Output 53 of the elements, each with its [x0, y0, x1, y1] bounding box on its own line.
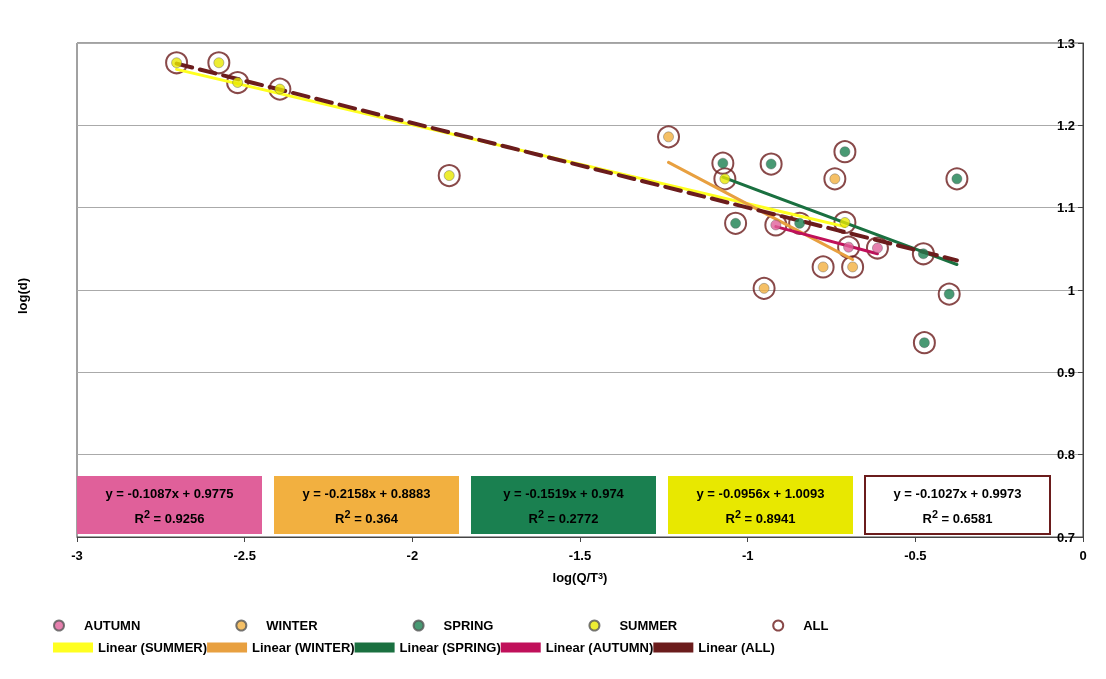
y-tick-label: 0.9	[1056, 364, 1075, 380]
point	[911, 242, 935, 266]
legend-label: AUTUMN	[84, 618, 141, 633]
point	[937, 282, 961, 306]
point	[437, 164, 461, 188]
y-tick-label: 1	[1067, 282, 1075, 298]
x-tick-label: -2.5	[233, 548, 256, 563]
point	[833, 140, 857, 164]
point	[837, 235, 861, 259]
legend-label: WINTER	[266, 618, 319, 633]
point	[764, 213, 788, 237]
x-tick-label: -0.5	[904, 548, 927, 563]
point	[165, 51, 189, 75]
annotation: y = -0.1519x + 0.974 R$^{2}$ = 0.2772	[502, 485, 625, 529]
point	[711, 151, 735, 175]
x-tick-label: -3	[71, 548, 83, 563]
x-tick-label: -2	[406, 548, 419, 563]
legend-label: Linear (ALL)	[698, 640, 775, 655]
point	[811, 255, 835, 279]
legend-label: Linear (SUMMER)	[98, 640, 208, 655]
y-tick-label: 0.8	[1056, 447, 1075, 463]
x-tick-label: -1	[741, 548, 754, 563]
point	[207, 51, 231, 75]
point	[752, 276, 776, 300]
point	[788, 211, 812, 235]
point	[268, 77, 292, 101]
point	[713, 167, 737, 191]
y-tick-label: 1.1	[1056, 200, 1075, 216]
annotation: y = -0.1087x + 0.9775 R$^{2}$ = 0.9256	[104, 485, 235, 529]
x-tick-label: 0	[1079, 548, 1087, 563]
legend-label: SUMMER	[619, 618, 678, 633]
x-tick-label: -1.5	[568, 548, 592, 563]
point	[945, 167, 969, 191]
point	[226, 71, 250, 95]
point	[912, 331, 936, 355]
legend-label: SPRING	[443, 618, 494, 633]
y-axis-title: log(d)	[15, 278, 30, 315]
legend-label: Linear (AUTUMN)	[545, 640, 654, 655]
point	[657, 125, 681, 149]
annotation: y = -0.2158x + 0.8883 R$^{2}$ = 0.364	[301, 485, 432, 529]
annotation: y = -0.0956x + 1.0093 R$^{2}$ = 0.8941	[695, 485, 826, 529]
annotation: y = -0.1027x + 0.9973 R$^{2}$ = 0.6581	[892, 485, 1023, 529]
point	[841, 255, 865, 279]
point	[823, 167, 847, 191]
legend-label: Linear (WINTER)	[252, 640, 355, 655]
point	[759, 152, 783, 176]
legend-label: Linear (SPRING)	[399, 640, 501, 655]
legend-label: ALL	[803, 618, 829, 633]
y-tick-label: 1.3	[1056, 35, 1075, 51]
point	[724, 211, 748, 235]
point	[833, 210, 857, 234]
y-tick-label: 1.2	[1056, 117, 1075, 133]
point	[865, 236, 889, 260]
